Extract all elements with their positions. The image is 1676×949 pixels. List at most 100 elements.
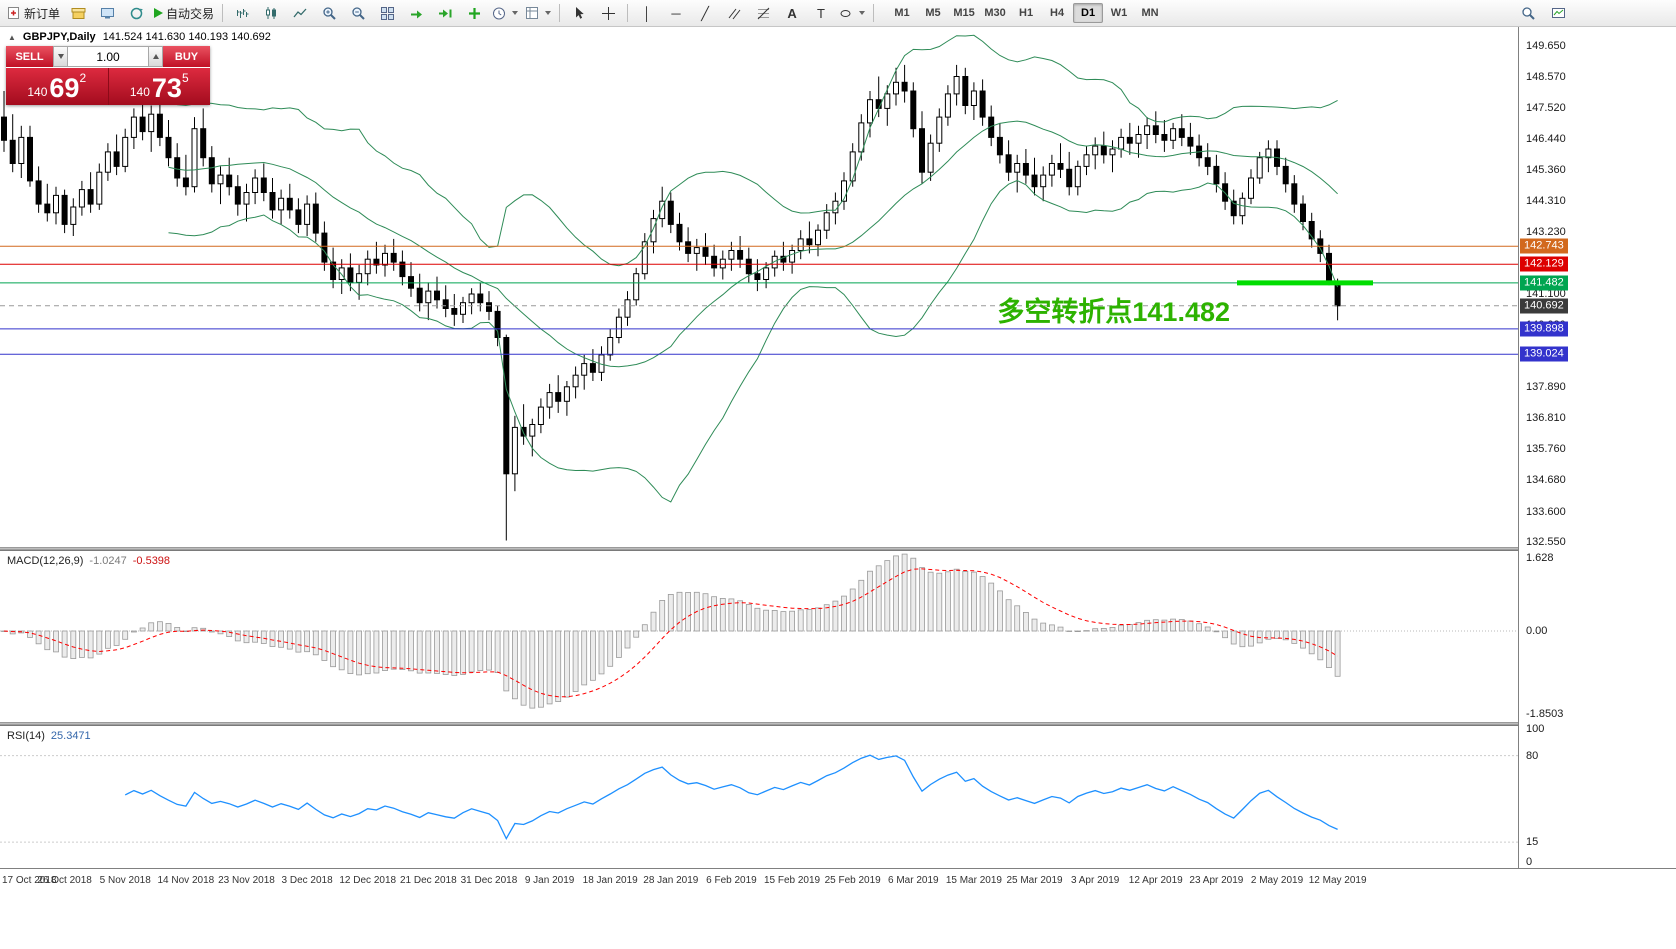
auto-trading-play-icon <box>154 8 164 18</box>
volume-up-icon <box>152 54 159 59</box>
symbol-search-button[interactable] <box>1514 2 1542 24</box>
trade-panel-top-row: SELL 1.00 BUY <box>6 46 210 67</box>
zoom-in-button[interactable] <box>315 2 343 24</box>
horizontal-line-icon: ─ <box>671 5 681 21</box>
time-axis[interactable]: 17 Oct 2018 26 Oct 2018 5 Nov 2018 14 Nov 2… <box>0 868 1676 894</box>
auto-scroll-icon <box>410 10 422 18</box>
text-icon: A <box>787 5 797 21</box>
candlestick-chart-button[interactable] <box>257 2 285 24</box>
text-button[interactable]: A <box>778 2 806 24</box>
shapes-button[interactable] <box>836 2 868 24</box>
main-toolbar: 新订单 自动交易 <box>0 0 1676 27</box>
price-tag: 139.898 <box>1520 321 1568 337</box>
price-axis-label: 137.890 <box>1526 381 1566 394</box>
timeframe-button-w1[interactable]: W1 <box>1110 7 1128 19</box>
sell-price-prefix: 140 <box>27 85 48 99</box>
main-price-chart[interactable]: 多空转折点141.482 <box>0 27 1518 547</box>
crosshair-button[interactable] <box>594 2 622 24</box>
collapse-icon[interactable]: ▲ <box>8 32 16 42</box>
buy-button[interactable]: BUY <box>163 46 210 67</box>
price-axis-label: 135.760 <box>1526 442 1566 455</box>
macd-axis-label: 1.628 <box>1526 551 1554 564</box>
volume-up-button[interactable] <box>148 46 163 67</box>
time-axis-label: 12 Apr 2019 <box>1128 875 1183 886</box>
time-axis-label: 15 Feb 2019 <box>763 875 821 886</box>
timeframe-button-m1[interactable]: M1 <box>894 7 910 19</box>
time-axis-label: 26 Oct 2018 <box>37 875 92 886</box>
trendline-button[interactable]: ╱ <box>691 2 719 24</box>
macd-indicator-chart[interactable] <box>0 551 1518 722</box>
volume-down-button[interactable] <box>53 46 68 67</box>
vertical-line-icon: │ <box>642 5 652 21</box>
periods-button[interactable] <box>489 2 521 24</box>
timeframe-button-mn[interactable]: MN <box>1141 7 1159 19</box>
cursor-icon <box>575 6 584 19</box>
fibonacci-button[interactable] <box>749 2 777 24</box>
annotation-text[interactable]: 多空转折点141.482 <box>997 296 1230 327</box>
cycle-icon <box>130 7 143 19</box>
cursor-button[interactable] <box>565 2 593 24</box>
channel-button[interactable] <box>720 2 748 24</box>
cycle-button[interactable] <box>122 2 150 24</box>
candlestick-chart-icon <box>265 6 276 19</box>
vertical-line-button[interactable]: │ <box>633 2 661 24</box>
auto-scroll-button[interactable] <box>402 2 430 24</box>
time-axis-label: 18 Jan 2019 <box>582 875 638 886</box>
search-icon <box>1521 6 1535 20</box>
auto-trading-button[interactable]: 自动交易 <box>151 2 217 24</box>
rsi-axis-label: 80 <box>1526 749 1539 762</box>
macd-name: MACD(12,26,9) <box>7 555 84 567</box>
new-chart-button[interactable] <box>1544 2 1572 24</box>
chart-shift-button[interactable] <box>431 2 459 24</box>
volume-input[interactable]: 1.00 <box>68 46 148 67</box>
price-axis-label: 149.650 <box>1526 40 1566 52</box>
timeframe-button-h4[interactable]: H4 <box>1050 7 1065 19</box>
timeframe-button-m30[interactable]: M30 <box>984 7 1006 19</box>
macd-axis-label: 0.00 <box>1526 625 1548 637</box>
time-axis-label: 31 Dec 2018 <box>460 875 518 886</box>
new-order-button[interactable]: 新订单 <box>4 2 63 24</box>
rsi-line <box>124 754 1338 840</box>
timeframe-button-m5[interactable]: M5 <box>925 7 941 19</box>
dropdown-caret-icon <box>545 11 552 15</box>
sell-button[interactable]: SELL <box>6 46 53 67</box>
tile-windows-button[interactable] <box>373 2 401 24</box>
panel-splitter[interactable] <box>0 547 1676 551</box>
price-axis[interactable]: 149.650 148.570 147.520 146.440 145.360 144.3… <box>1518 27 1676 868</box>
toolbar-separator <box>222 4 224 22</box>
price-axis-label: 132.550 <box>1526 536 1566 548</box>
macd-signal-line <box>3 568 1338 698</box>
monitor-button[interactable] <box>93 2 121 24</box>
price-tag: 139.024 <box>1520 346 1568 362</box>
price-axis-label: 148.570 <box>1526 71 1566 84</box>
timeframe-button-d1[interactable]: D1 <box>1073 3 1104 23</box>
package-button[interactable] <box>64 2 92 24</box>
time-axis-label: 12 May 2019 <box>1308 875 1367 886</box>
timeframe-button-m15[interactable]: M15 <box>953 7 975 19</box>
timeframe-button-h1[interactable]: H1 <box>1019 7 1034 19</box>
one-click-trading-panel: SELL 1.00 BUY 140 69 2 140 73 5 <box>6 46 210 105</box>
label-button[interactable]: T <box>807 2 835 24</box>
time-axis-label: 14 Nov 2018 <box>157 875 215 886</box>
symbol-title: GBPJPY,Daily <box>22 31 96 43</box>
bar-chart-button[interactable] <box>228 2 256 24</box>
templates-button[interactable] <box>522 2 554 24</box>
indicators-plus-icon <box>468 7 480 19</box>
line-chart-button[interactable] <box>286 2 314 24</box>
rsi-axis-label: 0 <box>1526 856 1533 868</box>
rsi-name: RSI(14) <box>7 730 45 742</box>
horizontal-line-button[interactable]: ─ <box>662 2 690 24</box>
rsi-value: 25.3471 <box>50 730 91 742</box>
time-axis-label: 12 Dec 2018 <box>339 875 397 886</box>
time-axis-label: 2 May 2019 <box>1250 875 1304 886</box>
fibonacci-icon <box>757 7 769 19</box>
sell-price-display[interactable]: 140 69 2 <box>6 68 108 105</box>
zoom-out-button[interactable] <box>344 2 372 24</box>
buy-price-display[interactable]: 140 73 5 <box>108 68 210 105</box>
time-axis-label: 15 Mar 2019 <box>945 875 1002 886</box>
indicators-button[interactable] <box>460 2 488 24</box>
rsi-indicator-chart[interactable] <box>0 726 1518 868</box>
panel-splitter[interactable] <box>0 722 1676 726</box>
dropdown-caret-icon <box>512 11 519 15</box>
